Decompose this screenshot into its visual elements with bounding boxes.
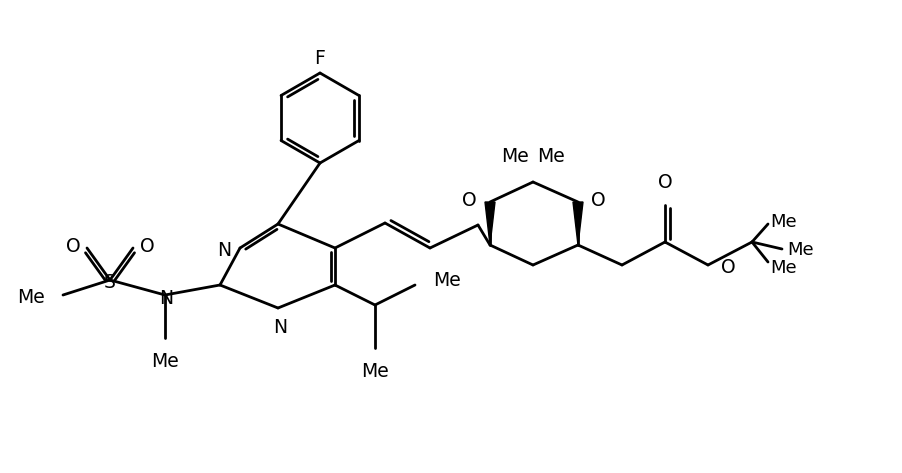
- Text: O: O: [140, 236, 154, 255]
- Polygon shape: [573, 202, 583, 245]
- Text: O: O: [66, 236, 80, 255]
- Text: Me: Me: [152, 352, 179, 371]
- Text: Me: Me: [361, 362, 389, 381]
- Text: S: S: [104, 272, 116, 291]
- Text: O: O: [658, 173, 672, 192]
- Polygon shape: [485, 202, 495, 245]
- Text: Me: Me: [537, 147, 565, 166]
- Text: F: F: [315, 50, 326, 69]
- Text: Me: Me: [433, 271, 461, 289]
- Text: Me: Me: [17, 288, 45, 307]
- Text: Me: Me: [770, 213, 796, 231]
- Text: N: N: [273, 318, 287, 337]
- Text: Me: Me: [787, 241, 814, 259]
- Text: O: O: [463, 191, 477, 210]
- Text: N: N: [159, 289, 173, 307]
- Text: O: O: [591, 191, 605, 210]
- Text: N: N: [216, 240, 231, 260]
- Text: Me: Me: [502, 147, 529, 166]
- Text: O: O: [721, 257, 736, 277]
- Text: Me: Me: [770, 259, 796, 277]
